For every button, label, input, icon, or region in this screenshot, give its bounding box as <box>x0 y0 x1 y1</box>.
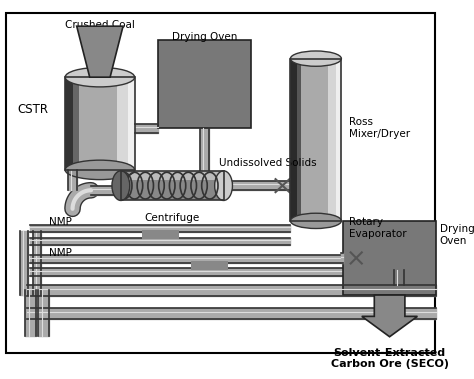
Ellipse shape <box>65 67 135 87</box>
Bar <box>291 59 297 221</box>
Bar <box>343 221 436 295</box>
Text: CSTR: CSTR <box>18 103 48 116</box>
Text: Drying Oven: Drying Oven <box>172 32 237 42</box>
Bar <box>65 77 135 170</box>
Bar <box>121 171 224 200</box>
Ellipse shape <box>65 160 135 180</box>
Ellipse shape <box>112 171 130 200</box>
Text: Crushed Coal: Crushed Coal <box>65 20 135 30</box>
Bar <box>142 230 179 240</box>
Ellipse shape <box>291 51 341 66</box>
Ellipse shape <box>215 171 232 200</box>
Bar <box>297 59 301 221</box>
Bar <box>117 77 128 170</box>
Text: Solvent-Extracted
Carbon Ore (SECO): Solvent-Extracted Carbon Ore (SECO) <box>330 348 448 370</box>
Bar <box>73 77 79 170</box>
Polygon shape <box>362 295 418 337</box>
Bar <box>121 171 224 200</box>
Text: Ross
Mixer/Dryer: Ross Mixer/Dryer <box>349 117 410 139</box>
Polygon shape <box>77 26 123 77</box>
Ellipse shape <box>291 213 341 229</box>
Bar <box>336 59 341 221</box>
Bar <box>65 77 73 170</box>
Bar <box>291 59 341 221</box>
Text: Undissolved Solids: Undissolved Solids <box>219 158 316 168</box>
Bar <box>328 59 336 221</box>
Text: Centrifuge: Centrifuge <box>145 213 200 224</box>
Bar <box>65 77 135 170</box>
Ellipse shape <box>112 171 130 200</box>
Bar <box>128 77 135 170</box>
Text: Drying
Oven: Drying Oven <box>440 224 474 246</box>
Bar <box>191 261 228 270</box>
Bar <box>158 40 251 128</box>
Bar <box>121 171 224 180</box>
Text: Rotary
Evaporator: Rotary Evaporator <box>349 218 406 239</box>
Bar <box>291 59 341 221</box>
Text: NMP: NMP <box>49 217 72 227</box>
Text: NMP: NMP <box>49 248 72 258</box>
